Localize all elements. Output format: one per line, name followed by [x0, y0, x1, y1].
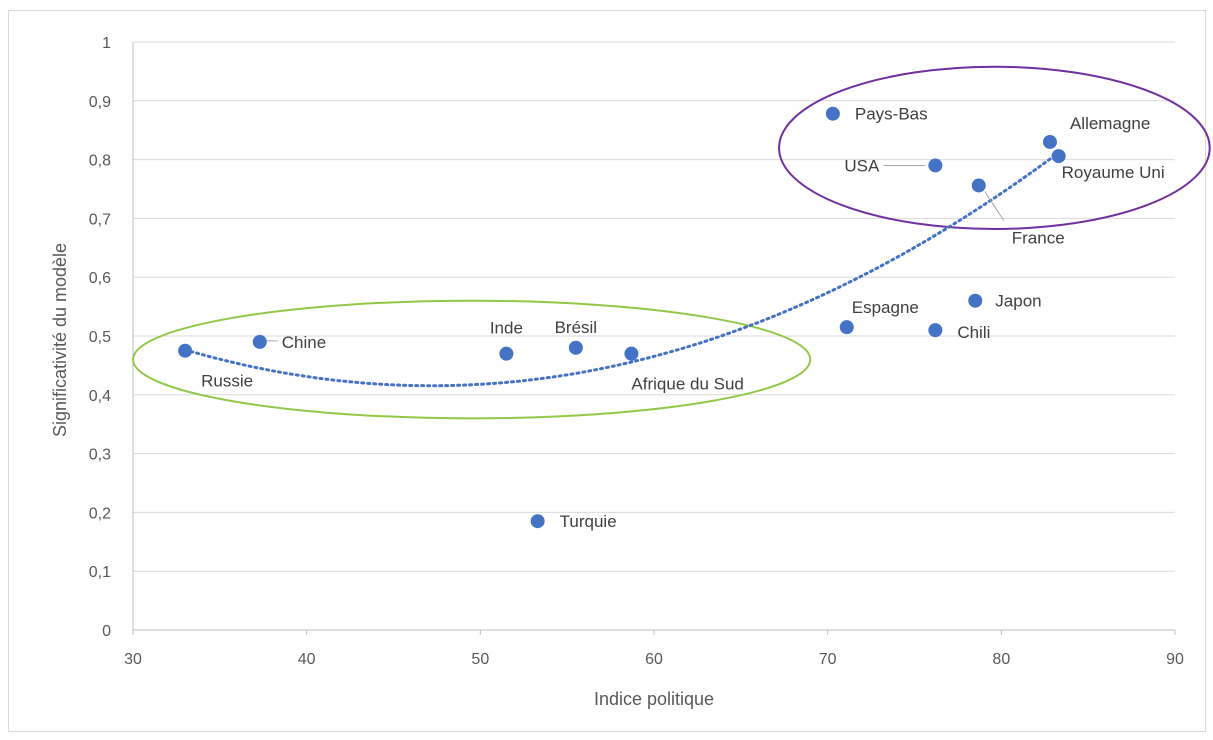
- point-inde: [499, 346, 514, 361]
- y-tick-label-7: 0,7: [89, 211, 111, 228]
- point-usa: [928, 158, 943, 173]
- y-tick-labels: 0 0,1 0,2 0,3 0,4 0,5 0,6 0,7 0,8 0,9 1: [89, 35, 111, 640]
- data-labels: Russie Chine Inde Brésil Afrique du Sud Turqu…: [201, 105, 1165, 531]
- y-tick-label-9: 0,9: [89, 94, 111, 111]
- trendline: [183, 151, 1061, 388]
- x-tick-label-1: 40: [298, 651, 316, 668]
- y-tick-label-2: 0,2: [89, 505, 111, 522]
- x-tick-label-4: 70: [819, 651, 837, 668]
- y-tick-label-6: 0,6: [89, 270, 111, 287]
- label-pays-bas: Pays-Bas: [855, 105, 928, 124]
- label-russie: Russie: [201, 372, 253, 391]
- group-ellipse-1: [132, 299, 812, 420]
- y-tick-label-8: 0,8: [89, 153, 111, 170]
- group-ellipse-2: [778, 65, 1211, 230]
- point-royaume-uni: [1051, 149, 1066, 164]
- x-tick-label-2: 50: [471, 651, 489, 668]
- leader-lines: [264, 164, 1005, 342]
- label-usa: USA: [844, 156, 880, 175]
- point-russie: [178, 343, 193, 358]
- point-afrique-du-sud: [624, 346, 639, 361]
- grid-lines: [133, 41, 1175, 572]
- point-chili: [928, 323, 943, 338]
- point-espagne: [839, 320, 854, 335]
- point-japon: [968, 293, 983, 308]
- point-france: [971, 178, 986, 193]
- point-pays-bas: [825, 106, 840, 121]
- x-tick-label-6: 90: [1166, 651, 1184, 668]
- y-tick-label-4: 0,4: [89, 388, 111, 405]
- chart-frame: [8, 10, 1206, 732]
- x-tick-label-3: 60: [645, 651, 663, 668]
- x-tick-label-5: 80: [992, 651, 1010, 668]
- label-chine: Chine: [282, 333, 326, 352]
- label-br-sil: Brésil: [555, 318, 598, 337]
- point-br-sil: [568, 340, 583, 355]
- x-tick-labels: 30 40 50 60 70 80 90: [124, 651, 1184, 668]
- x-axis-title: Indice politique: [594, 689, 714, 709]
- group-ellipses: [132, 65, 1211, 420]
- axes: [132, 42, 1176, 635]
- y-tick-label-0: 0: [102, 623, 111, 640]
- data-points: [178, 106, 1066, 529]
- label-royaume-uni: Royaume Uni: [1062, 163, 1165, 182]
- y-tick-label-1: 0,1: [89, 564, 111, 581]
- label-japon: Japon: [995, 292, 1041, 311]
- x-tick-label-0: 30: [124, 651, 142, 668]
- point-allemagne: [1042, 134, 1057, 149]
- label-turquie: Turquie: [560, 512, 617, 531]
- trendline-group: [183, 151, 1061, 388]
- label-espagne: Espagne: [852, 298, 919, 317]
- point-turquie: [530, 514, 545, 529]
- label-inde: Inde: [490, 319, 523, 338]
- label-chili: Chili: [957, 323, 990, 342]
- label-france: France: [1012, 228, 1065, 247]
- label-afrique-du-sud: Afrique du Sud: [631, 375, 743, 394]
- point-chine: [252, 334, 267, 349]
- y-tick-label-10: 1: [102, 35, 111, 52]
- y-tick-label-3: 0,3: [89, 447, 111, 464]
- y-tick-label-5: 0,5: [89, 329, 111, 346]
- leader-france: [984, 191, 1005, 221]
- label-allemagne: Allemagne: [1070, 114, 1150, 133]
- y-axis-title: Significativité du modèle: [50, 243, 70, 437]
